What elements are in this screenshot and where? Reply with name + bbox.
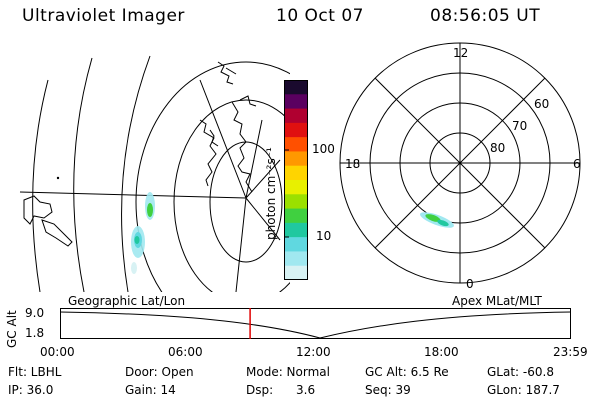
lat-label-70: 70	[512, 119, 528, 133]
colorbar-segment	[284, 137, 308, 152]
gc-alt-value: GC Alt: 6.5 Re	[365, 365, 449, 379]
island-outline	[23, 195, 73, 247]
colorbar-segment	[284, 222, 308, 238]
seq-value: Seq: 39	[365, 383, 411, 397]
x-tick-1200: 12:00	[296, 345, 331, 359]
latitude-circle	[173, 99, 290, 292]
x-tick-1800: 18:00	[424, 345, 459, 359]
gain-value: Gain: 14	[125, 383, 176, 397]
geographic-map	[19, 55, 290, 292]
x-tick-2359: 23:59	[553, 345, 588, 359]
altitude-curve	[60, 311, 572, 339]
colorbar-segment	[284, 94, 308, 110]
x-tick-0600: 06:00	[168, 345, 203, 359]
time-label: 08:56:05 UT	[430, 6, 541, 26]
mlt-label-right: 6	[573, 157, 581, 171]
mlt-label-bottom: 0	[466, 277, 474, 291]
filter-value: Flt: LBHL	[8, 365, 62, 379]
gc-alt-axis-label: GC Alt	[5, 310, 19, 348]
colorbar-segment	[284, 122, 308, 138]
lat-label-60: 60	[534, 97, 550, 111]
colorbar-tick-10: 10	[316, 229, 332, 243]
polar-aurora	[419, 212, 455, 228]
glat-value: GLat: -60.8	[487, 365, 554, 379]
parallel-line	[19, 191, 247, 199]
ip-value: IP: 36.0	[8, 383, 54, 397]
glon-value: GLon: 187.7	[487, 383, 560, 397]
latitude-circle	[135, 61, 290, 292]
meridian-line	[32, 79, 49, 292]
mlt-spoke	[374, 77, 546, 249]
colorbar-segment	[284, 251, 308, 267]
mlt-label-top: 12	[453, 46, 469, 60]
colorbar-unit-label: photon cm⁻²s⁻¹	[264, 147, 278, 240]
meridian-line	[73, 57, 93, 292]
aurora-emission	[131, 192, 155, 274]
colorbar-segment	[284, 151, 308, 167]
instrument-title: Ultraviolet Imager	[22, 6, 185, 26]
colorbar-tick-100: 100	[312, 142, 335, 156]
meridian-line	[121, 55, 151, 292]
colorbar-segment	[284, 237, 308, 252]
colorbar-segment	[284, 265, 308, 280]
door-status: Door: Open	[125, 365, 194, 379]
colorbar-segment	[284, 194, 308, 210]
coastline	[199, 61, 257, 193]
lat-label-80: 80	[490, 141, 506, 155]
colorbar-segment	[284, 208, 308, 224]
colorbar-segment	[284, 180, 308, 195]
geographic-label: Geographic Lat/Lon	[68, 294, 186, 308]
altitude-timeline	[60, 308, 572, 339]
dsp-value: Dsp: 3.6	[246, 383, 316, 397]
colorbar-segment	[284, 165, 308, 181]
mlt-label-left: 18	[345, 157, 361, 171]
y-tick-bottom: 1.8	[25, 326, 45, 340]
date-label: 10 Oct 07	[276, 6, 364, 26]
mode-value: Mode: Normal	[246, 365, 330, 379]
colorbar	[284, 80, 308, 280]
y-tick-top: 9.0	[25, 306, 45, 320]
polar-plot	[339, 42, 581, 284]
apex-label: Apex MLat/MLT	[452, 294, 542, 308]
pole-spokes	[199, 79, 281, 292]
colorbar-segment	[284, 108, 308, 124]
colorbar-segment	[284, 80, 308, 95]
x-tick-0000: 00:00	[40, 345, 75, 359]
